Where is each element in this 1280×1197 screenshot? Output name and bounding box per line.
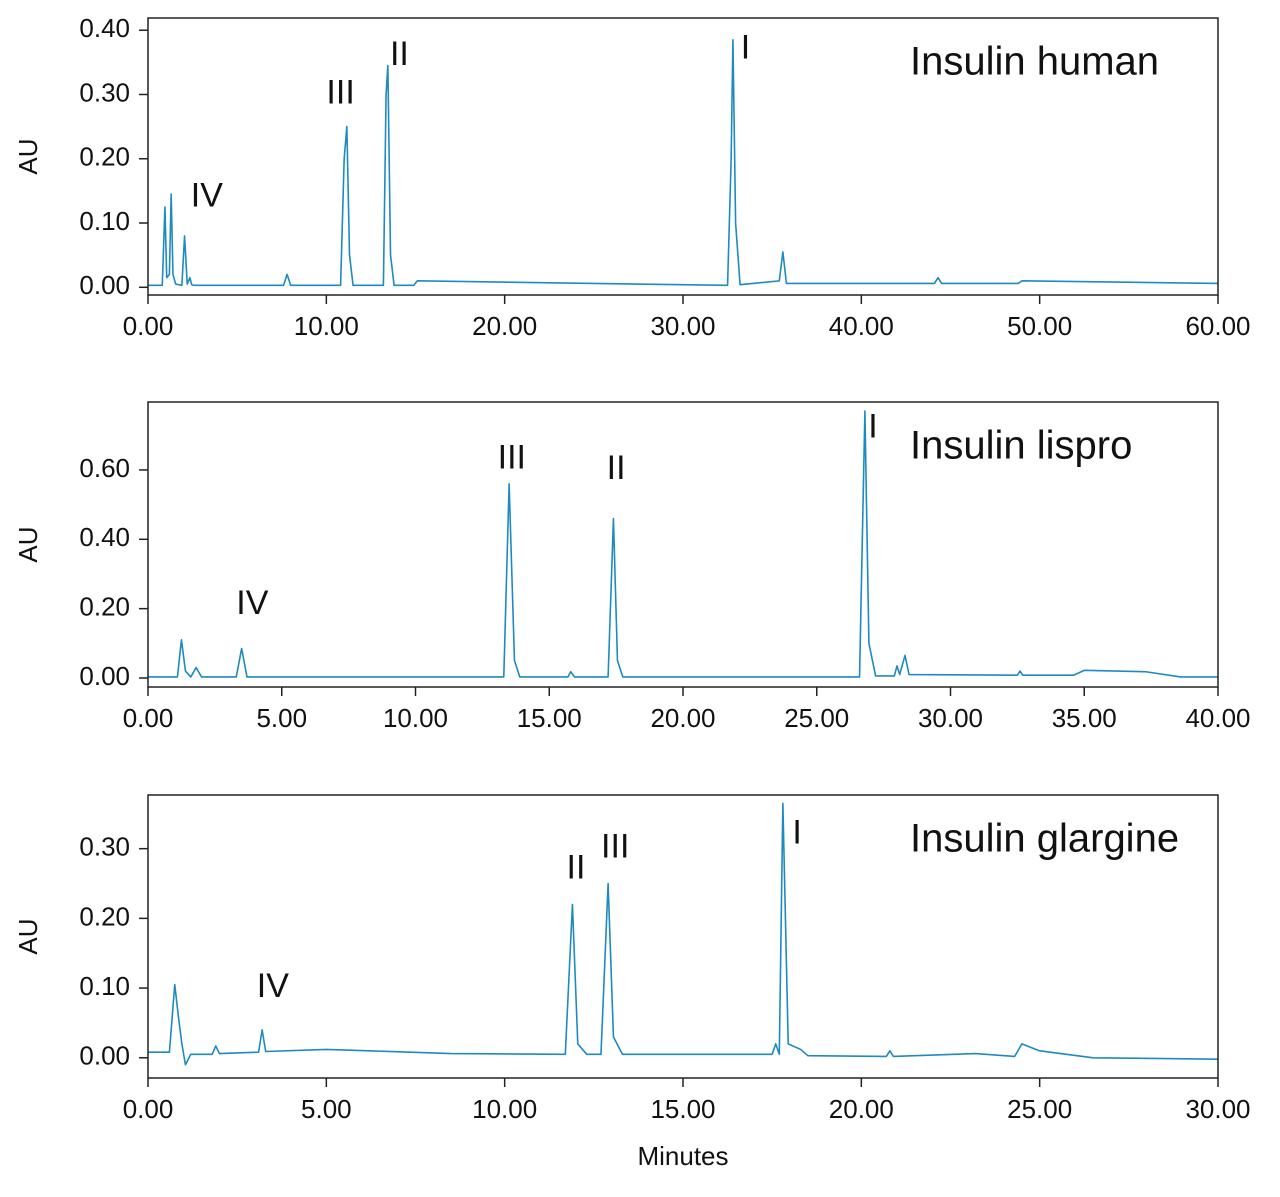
x-tick-label: 20.00 <box>829 1094 894 1124</box>
peak-label: II <box>390 35 409 73</box>
y-axis-label: AU <box>13 526 43 562</box>
panel-label: Insulin human <box>910 40 1159 84</box>
panel: 0.00 0.10 0.20 0.30 0.40 0.00 10.00 20.00 30.00 4… <box>13 13 1251 341</box>
y-tick-label: 0.10 <box>79 971 130 1001</box>
y-axis-label: AU <box>13 918 43 954</box>
y-tick-label: 0.30 <box>79 77 130 107</box>
x-tick-label: 40.00 <box>1185 703 1250 733</box>
panel: 0.00 0.10 0.20 0.30 0.00 5.00 10.00 15.00 20.00 2… <box>13 794 1251 1171</box>
y-tick-label: 0.20 <box>79 901 130 931</box>
trace <box>148 39 1219 287</box>
peak-label: I <box>868 407 877 445</box>
x-tick-label: 20.00 <box>472 311 537 341</box>
trace <box>148 802 1219 1066</box>
y-axis-label: AU <box>13 138 43 174</box>
y-tick-label: 0.00 <box>79 1041 130 1071</box>
peak-label: IV <box>257 967 289 1005</box>
peak-label: IV <box>191 176 223 214</box>
y-tick-label: 0.10 <box>79 206 130 236</box>
x-tick-label: 15.00 <box>650 1094 715 1124</box>
panel-label: Insulin lispro <box>910 424 1132 468</box>
y-tick-label: 0.30 <box>79 832 130 862</box>
x-tick-label: 0.00 <box>123 1094 174 1124</box>
x-tick-label: 0.00 <box>123 703 174 733</box>
x-tick-label: 10.00 <box>383 703 448 733</box>
peak-label: III <box>326 73 354 111</box>
peak-label: III <box>601 828 629 866</box>
x-tick-label: 5.00 <box>256 703 307 733</box>
x-tick-label: 15.00 <box>517 703 582 733</box>
x-tick-label: 30.00 <box>1185 1094 1250 1124</box>
x-tick-label: 30.00 <box>650 311 715 341</box>
x-axis-label: Minutes <box>637 1141 728 1171</box>
x-tick-label: 60.00 <box>1185 311 1250 341</box>
y-tick-label: 0.00 <box>79 270 130 300</box>
y-tick-label: 0.00 <box>79 661 130 691</box>
x-tick-label: 25.00 <box>784 703 849 733</box>
x-tick-label: 10.00 <box>472 1094 537 1124</box>
x-tick-label: 35.00 <box>1052 703 1117 733</box>
x-tick-label: 5.00 <box>301 1094 352 1124</box>
trace <box>148 410 1218 678</box>
x-tick-label: 20.00 <box>650 703 715 733</box>
y-tick-label: 0.40 <box>79 522 130 552</box>
x-tick-label: 50.00 <box>1007 311 1072 341</box>
y-tick-label: 0.60 <box>79 453 130 483</box>
peak-label: II <box>567 849 586 887</box>
x-tick-label: 40.00 <box>829 311 894 341</box>
x-tick-label: 25.00 <box>1007 1094 1072 1124</box>
panel: 0.00 0.20 0.40 0.60 0.00 5.00 10.00 15.00 20.00 2… <box>13 401 1251 733</box>
peak-label: II <box>607 449 626 487</box>
peak-label: I <box>741 28 750 66</box>
x-tick-label: 30.00 <box>918 703 983 733</box>
y-tick-label: 0.40 <box>79 13 130 43</box>
panel-label: Insulin glargine <box>910 817 1179 861</box>
peak-label: I <box>792 814 801 852</box>
y-tick-label: 0.20 <box>79 592 130 622</box>
peak-label: IV <box>236 584 268 622</box>
y-tick-label: 0.20 <box>79 142 130 172</box>
x-tick-label: 0.00 <box>123 311 174 341</box>
x-tick-label: 10.00 <box>294 311 359 341</box>
peak-label: III <box>498 439 526 477</box>
